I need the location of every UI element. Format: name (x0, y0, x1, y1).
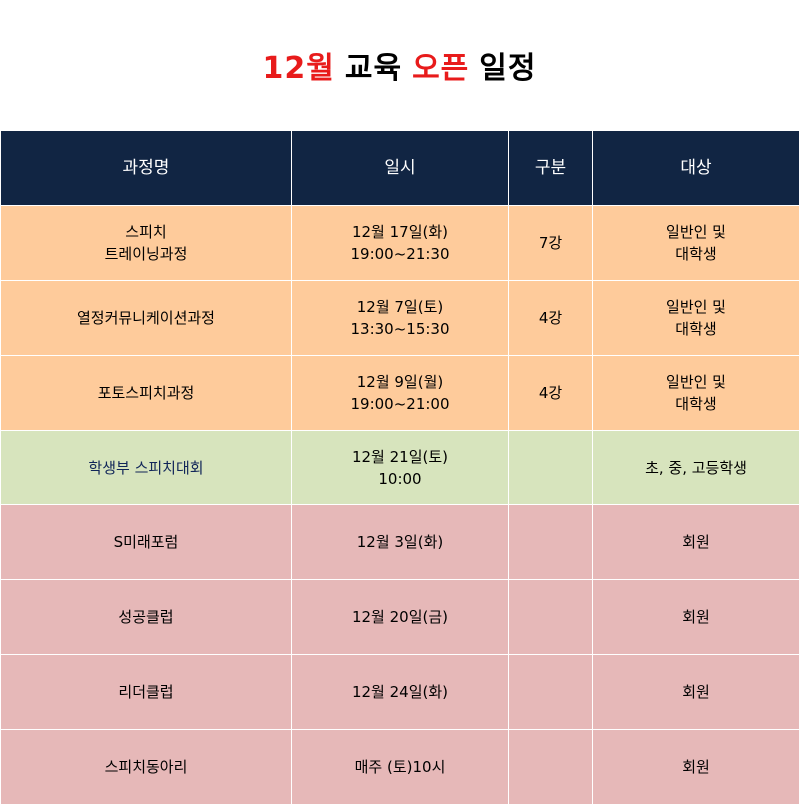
table-row: 학생부 스피치대회 12월 21일(토) 10:00 초, 중, 고등학생 (0, 430, 799, 505)
datetime-cell: 12월 21일(토) 10:00 (291, 430, 509, 505)
course-cell: 학생부 스피치대회 (0, 430, 292, 505)
datetime-cell: 12월 24일(화) (291, 654, 509, 730)
target-cell: 일반인 및 대학생 (592, 280, 799, 356)
type-cell: 4강 (508, 355, 593, 431)
datetime-cell: 12월 3일(화) (291, 504, 509, 580)
header-course: 과정명 (0, 130, 292, 206)
datetime-cell: 12월 7일(토) 13:30~15:30 (291, 280, 509, 356)
header-target: 대상 (592, 130, 799, 206)
title-month: 12월 (262, 51, 335, 86)
page-title: 12월 교육 오픈 일정 (0, 0, 799, 130)
course-cell: 스피치동아리 (0, 729, 292, 805)
course-cell: 성공클럽 (0, 579, 292, 655)
target-cell: 일반인 및 대학생 (592, 205, 799, 281)
datetime-cell: 매주 (토)10시 (291, 729, 509, 805)
type-cell (508, 579, 593, 655)
type-cell (508, 654, 593, 730)
type-cell: 7강 (508, 205, 593, 281)
table-row: 성공클럽 12월 20일(금) 회원 (0, 579, 799, 655)
datetime-cell: 12월 20일(금) (291, 579, 509, 655)
target-cell: 회원 (592, 654, 799, 730)
table-row: 포토스피치과정 12월 9일(월) 19:00~21:00 4강 일반인 및 대학생 (0, 355, 799, 431)
target-cell: 회원 (592, 504, 799, 580)
header-datetime: 일시 (291, 130, 509, 206)
table-row: 스피치 트레이닝과정 12월 17일(화) 19:00~21:30 7강 일반인 및… (0, 205, 799, 281)
target-cell: 초, 중, 고등학생 (592, 430, 799, 505)
table-row: 스피치동아리 매주 (토)10시 회원 (0, 729, 799, 805)
course-cell: 열정커뮤니케이션과정 (0, 280, 292, 356)
title-education: 교육 (344, 51, 403, 86)
header-type: 구분 (508, 130, 593, 206)
type-cell (508, 504, 593, 580)
table-row: S미래포럼 12월 3일(화) 회원 (0, 504, 799, 580)
table-row: 리더클럽 12월 24일(화) 회원 (0, 654, 799, 730)
table-header-row: 과정명 일시 구분 대상 (0, 130, 799, 206)
target-cell: 회원 (592, 729, 799, 805)
title-open: 오픈 (412, 51, 470, 86)
target-cell: 일반인 및 대학생 (592, 355, 799, 431)
type-cell (508, 729, 593, 805)
datetime-cell: 12월 9일(월) 19:00~21:00 (291, 355, 509, 431)
datetime-cell: 12월 17일(화) 19:00~21:30 (291, 205, 509, 281)
course-cell: 리더클럽 (0, 654, 292, 730)
target-cell: 회원 (592, 579, 799, 655)
type-cell: 4강 (508, 280, 593, 356)
type-cell (508, 430, 593, 505)
title-schedule: 일정 (479, 51, 537, 86)
table-row: 열정커뮤니케이션과정 12월 7일(토) 13:30~15:30 4강 일반인 및… (0, 280, 799, 356)
course-cell: 포토스피치과정 (0, 355, 292, 431)
course-cell: S미래포럼 (0, 504, 292, 580)
schedule-table: 과정명 일시 구분 대상 스피치 트레이닝과정 12월 17일(화) 19:00~2… (0, 130, 799, 805)
course-cell: 스피치 트레이닝과정 (0, 205, 292, 281)
